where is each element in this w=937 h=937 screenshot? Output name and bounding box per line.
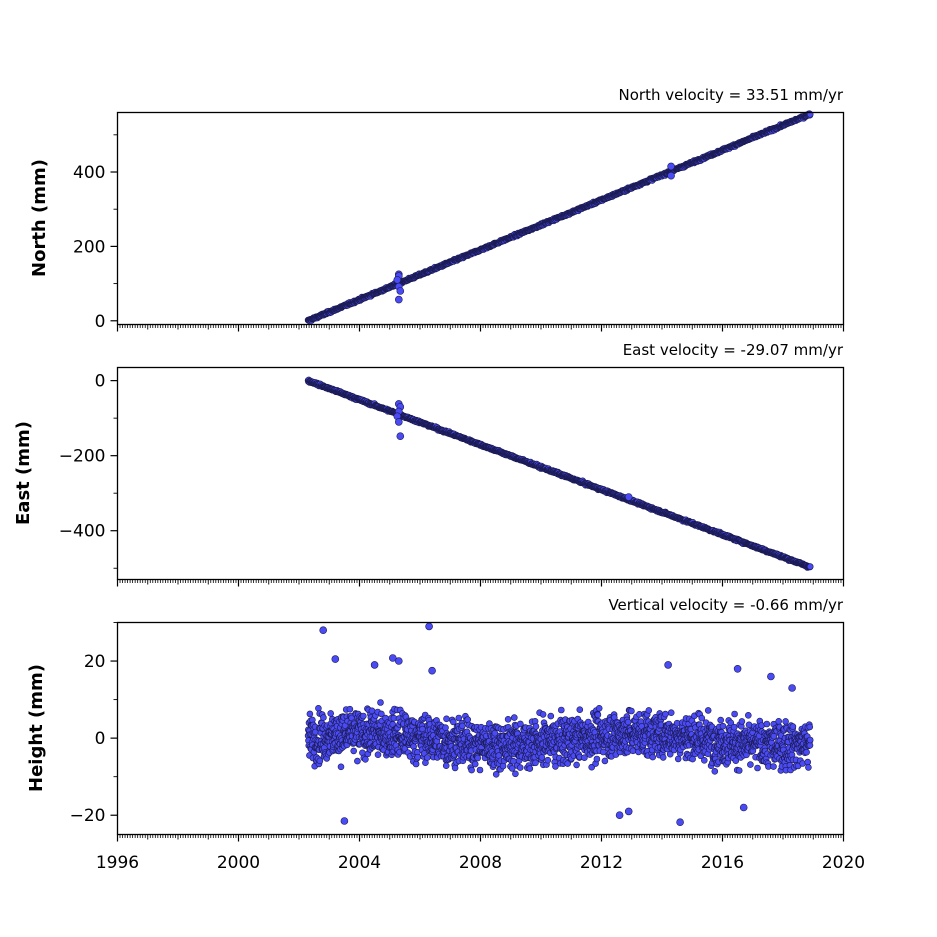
data-point bbox=[526, 765, 534, 772]
data-point bbox=[443, 715, 450, 723]
data-point bbox=[451, 764, 459, 772]
north-y-axis-label: North (mm) bbox=[29, 159, 50, 277]
data-point bbox=[327, 710, 335, 717]
y-tick-label: −200 bbox=[59, 447, 106, 467]
data-point bbox=[645, 707, 653, 714]
data-point bbox=[573, 761, 580, 769]
outlier-point bbox=[396, 287, 405, 295]
outlier-point bbox=[393, 276, 402, 284]
data-point bbox=[359, 712, 367, 720]
outlier-point bbox=[667, 162, 675, 171]
data-point bbox=[539, 711, 547, 718]
data-point bbox=[474, 754, 482, 762]
data-point bbox=[628, 707, 635, 715]
data-point bbox=[449, 718, 457, 726]
data-point bbox=[504, 715, 512, 723]
east-y-axis-label: East (mm) bbox=[13, 421, 34, 525]
y-tick-label: −400 bbox=[59, 522, 106, 542]
data-point bbox=[659, 754, 667, 761]
data-point bbox=[649, 753, 657, 761]
outlier-point bbox=[394, 418, 403, 426]
outlier-point bbox=[667, 171, 675, 180]
data-point bbox=[471, 760, 479, 768]
data-point bbox=[320, 714, 327, 721]
data-point bbox=[455, 714, 463, 722]
data-point bbox=[362, 755, 369, 763]
data-point bbox=[662, 710, 669, 718]
data-point bbox=[806, 563, 814, 570]
data-point bbox=[374, 751, 382, 759]
data-point bbox=[442, 762, 450, 770]
data-point bbox=[593, 755, 601, 763]
east-points bbox=[304, 376, 814, 571]
east-plot-frame bbox=[116, 366, 845, 581]
east-panel-title: East velocity = -29.07 mm/yr bbox=[623, 341, 844, 359]
y-tick-label: 200 bbox=[73, 237, 105, 257]
data-point bbox=[557, 706, 565, 714]
data-point bbox=[532, 723, 540, 730]
data-point bbox=[512, 770, 519, 778]
data-point bbox=[442, 724, 449, 732]
data-point bbox=[414, 753, 422, 761]
data-point bbox=[346, 705, 354, 713]
data-point bbox=[594, 711, 602, 719]
east-ticks: 0 −200 −400 bbox=[59, 372, 845, 587]
y-tick-label: 400 bbox=[73, 163, 105, 183]
data-point bbox=[337, 763, 345, 771]
data-point bbox=[476, 766, 484, 774]
north-points bbox=[304, 110, 814, 324]
data-point bbox=[377, 699, 384, 706]
data-point bbox=[624, 718, 632, 726]
height-points bbox=[304, 622, 814, 827]
data-point bbox=[354, 757, 361, 765]
data-point bbox=[306, 710, 314, 718]
outlier-point bbox=[624, 493, 633, 501]
height-panel: Vertical velocity = -0.66 mm/yr Height (… bbox=[26, 596, 845, 842]
data-point bbox=[595, 704, 603, 712]
data-point bbox=[350, 747, 358, 755]
north-ticks: 0 200 400 bbox=[73, 134, 845, 332]
height-y-axis-label: Height (mm) bbox=[26, 664, 47, 792]
north-panel-title: North velocity = 33.51 mm/yr bbox=[619, 86, 844, 104]
data-point bbox=[601, 757, 609, 765]
north-panel: North velocity = 33.51 mm/yr North (mm) … bbox=[29, 86, 845, 332]
data-point bbox=[516, 764, 524, 771]
data-point bbox=[532, 759, 539, 767]
data-point bbox=[538, 754, 546, 761]
data-point bbox=[423, 754, 431, 761]
east-panel: East velocity = -29.07 mm/yr East (mm) 0… bbox=[13, 341, 845, 587]
data-point bbox=[581, 754, 588, 762]
outlier-point bbox=[394, 295, 403, 304]
data-point bbox=[576, 706, 584, 714]
data-point bbox=[468, 766, 475, 774]
y-tick-label: 0 bbox=[95, 372, 106, 392]
data-point bbox=[544, 756, 552, 764]
data-point bbox=[547, 712, 555, 720]
height-panel-title: Vertical velocity = -0.66 mm/yr bbox=[608, 596, 843, 614]
outlier-point bbox=[396, 432, 405, 441]
data-point bbox=[464, 716, 472, 723]
data-point bbox=[510, 714, 518, 721]
y-tick-label: 0 bbox=[95, 312, 106, 332]
data-point bbox=[499, 762, 507, 770]
data-point bbox=[459, 722, 466, 730]
data-point bbox=[412, 760, 420, 768]
